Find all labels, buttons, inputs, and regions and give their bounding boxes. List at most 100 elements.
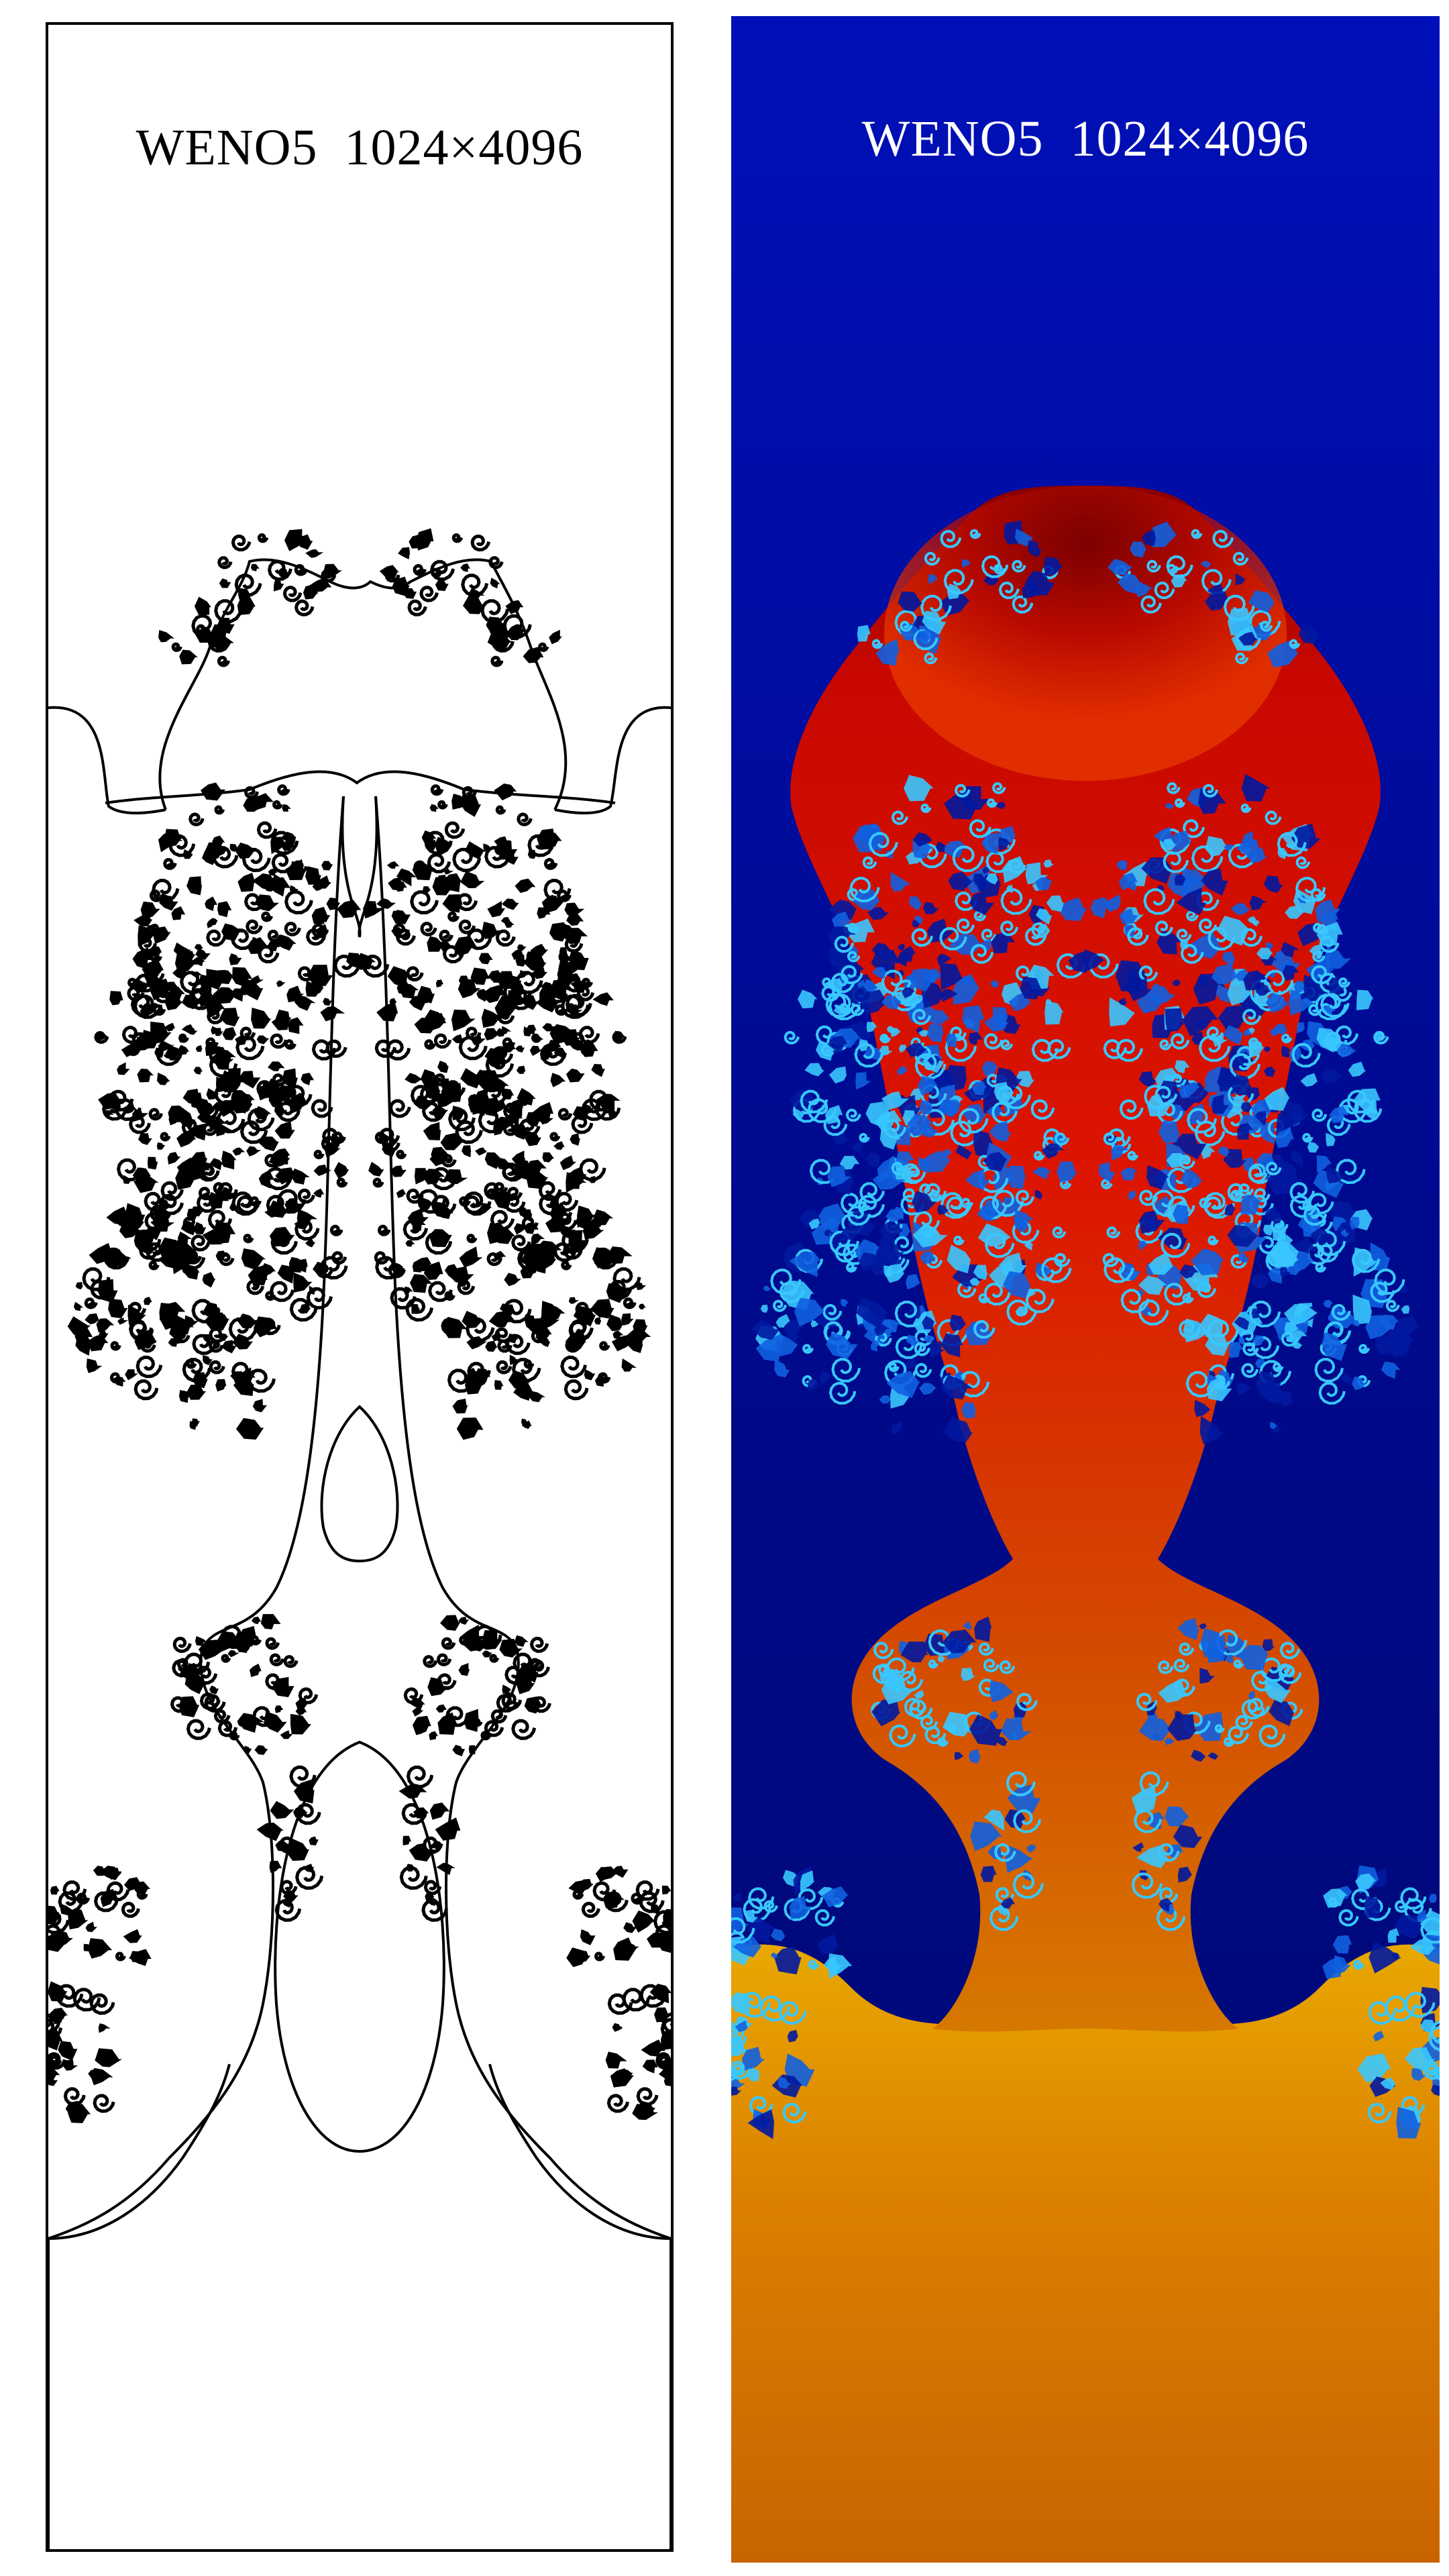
density-eddy <box>1420 1917 1440 1944</box>
density-eddy <box>1015 1189 1034 1206</box>
density-eddy <box>858 1201 870 1212</box>
contour-eddy <box>297 1188 315 1204</box>
density-eddy <box>1054 1132 1070 1146</box>
density-eddy <box>914 1053 947 1080</box>
density-eddy <box>1024 927 1047 946</box>
contour-eddy <box>152 1004 166 1016</box>
contour-eddy <box>88 2070 102 2079</box>
density-eddy <box>983 1809 1005 1831</box>
contour-eddy <box>250 564 260 572</box>
density-eddy <box>944 789 979 820</box>
contour-eddy <box>323 564 342 580</box>
density-eddy <box>997 1904 1010 1917</box>
density-eddy <box>1183 880 1193 892</box>
density-eddy <box>896 1151 914 1166</box>
contour-eddy <box>178 1033 189 1043</box>
density-eddy <box>1138 1071 1157 1088</box>
contour-eddy <box>646 1932 667 1948</box>
contour-eddy <box>233 1377 254 1396</box>
density-eddy <box>929 1189 942 1201</box>
density-eddy <box>873 1642 894 1660</box>
density-eddy <box>897 943 905 951</box>
density-eddy <box>828 946 853 967</box>
contour-eddy <box>182 1088 200 1104</box>
contour-eddy <box>493 1122 507 1136</box>
density-eddy <box>1225 1203 1236 1216</box>
density-eddy <box>1295 877 1326 903</box>
contour-eddy <box>167 1152 181 1165</box>
contour-eddy <box>566 1947 587 1968</box>
density-eddy <box>1104 1257 1134 1283</box>
contour-eddy <box>437 800 448 810</box>
contour-eddy <box>94 1031 109 1044</box>
contour-eddy <box>56 1929 73 1945</box>
contour-eddy <box>582 1226 591 1236</box>
density-eddy <box>1252 1335 1265 1346</box>
contour-eddy <box>195 1635 206 1646</box>
density-eddy <box>1032 1167 1052 1180</box>
contour-eddy <box>374 1039 396 1059</box>
contour-eddy <box>462 1145 472 1158</box>
contour-eddy <box>584 1369 596 1381</box>
density-eddy <box>856 1297 889 1329</box>
contour-eddy <box>605 2051 627 2069</box>
density-eddy <box>834 935 855 953</box>
density-eddy <box>1348 1061 1366 1077</box>
density-eddy <box>898 591 923 612</box>
density-eddy <box>958 1108 989 1134</box>
contour-eddy <box>195 1666 218 1685</box>
density-eddy <box>1320 993 1350 1018</box>
density-eddy <box>877 1155 898 1182</box>
density-eddy <box>847 922 860 934</box>
density-eddy <box>1260 621 1273 632</box>
contour-eddy <box>436 1863 455 1876</box>
contour-eddy <box>527 834 555 857</box>
density-eddy <box>922 1122 939 1138</box>
contour-eddy <box>208 1339 224 1353</box>
contour-bottom-loop-right <box>488 2063 671 2240</box>
density-eddy <box>1218 1146 1230 1157</box>
density-eddy <box>863 992 871 1000</box>
density-eddy <box>911 928 934 947</box>
density-eddy <box>1352 1320 1360 1327</box>
contour-eddy <box>134 1330 157 1350</box>
contour-eddy <box>632 2104 659 2121</box>
density-eddy <box>928 574 938 584</box>
density-eddy <box>1214 1724 1225 1733</box>
contour-eddy <box>606 1314 624 1332</box>
contour-eddy <box>246 919 263 934</box>
contour-eddy <box>176 1129 196 1148</box>
contour-eddy <box>221 1150 237 1170</box>
density-eddy <box>1236 1383 1252 1396</box>
density-eddy <box>920 1715 938 1731</box>
density-eddy <box>1227 1225 1258 1247</box>
density-eddy <box>989 1710 999 1720</box>
contour-eddy <box>457 1279 476 1295</box>
contour-eddy <box>458 1662 470 1676</box>
contour-eddy <box>529 1045 543 1057</box>
contour-eddy <box>276 1102 301 1122</box>
density-eddy <box>1272 1221 1286 1241</box>
density-eddy <box>1165 1806 1190 1827</box>
panel-title-left: WENO5 1024×4096 <box>136 119 584 176</box>
density-eddy <box>1374 1269 1405 1295</box>
density-eddy <box>1281 1034 1293 1044</box>
contour-eddy <box>592 1247 619 1269</box>
density-field-plot <box>731 16 1440 2563</box>
density-eddy <box>1367 2102 1392 2124</box>
contour-eddy <box>83 1943 92 1951</box>
density-eddy <box>912 832 933 847</box>
density-eddy <box>1013 1701 1028 1717</box>
density-eddy <box>947 584 962 600</box>
density-eddy <box>739 1992 771 2018</box>
density-eddy <box>1043 557 1063 576</box>
density-eddy <box>1207 584 1224 596</box>
density-eddy <box>968 1032 983 1045</box>
contour-eddy <box>452 1398 468 1414</box>
contour-eddy <box>530 943 549 957</box>
density-eddy <box>991 782 1006 794</box>
contour-eddy <box>241 1248 266 1271</box>
contour-eddy <box>372 1177 384 1188</box>
contour-eddy <box>133 1379 159 1401</box>
contour-eddy <box>294 599 315 616</box>
